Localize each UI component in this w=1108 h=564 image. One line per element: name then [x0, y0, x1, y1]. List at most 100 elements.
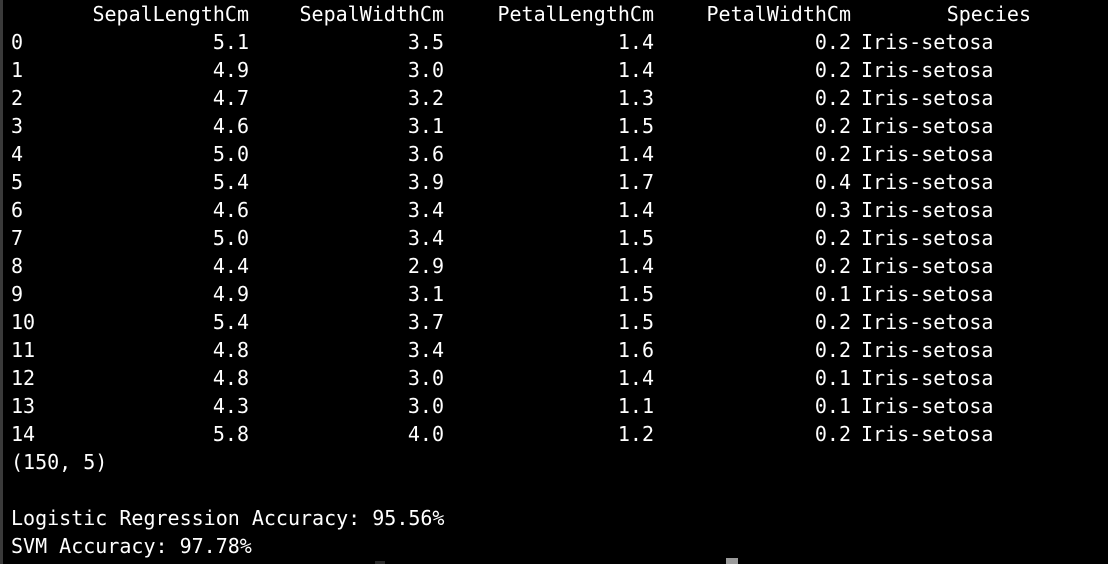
cell-sepal-length: 4.6 — [212, 198, 249, 222]
row-index: 6 — [11, 198, 24, 222]
cell-petal-length: 1.3 — [617, 86, 654, 110]
cell-sepal-length: 5.4 — [212, 310, 249, 334]
cell-petal-length: 1.1 — [617, 394, 654, 418]
bottom-edge-mark — [375, 561, 385, 564]
row-index: 2 — [11, 86, 24, 110]
cell-sepal-width: 3.7 — [407, 310, 444, 334]
cell-species: Iris-setosa — [861, 226, 994, 250]
cell-sepal-width: 3.0 — [407, 366, 444, 390]
cell-petal-length: 1.2 — [617, 422, 654, 446]
table-row: 8 4.4 2.9 1.4 0.2 Iris-setosa — [11, 252, 1108, 280]
table-row: 3 4.6 3.1 1.5 0.2 Iris-setosa — [11, 112, 1108, 140]
cell-species: Iris-setosa — [861, 310, 994, 334]
cell-sepal-length: 4.3 — [212, 394, 249, 418]
cell-petal-width: 0.3 — [814, 198, 851, 222]
cell-sepal-length: 5.1 — [212, 30, 249, 54]
cell-petal-width: 0.2 — [814, 58, 851, 82]
cell-petal-length: 1.6 — [617, 338, 654, 362]
cell-petal-length: 1.4 — [617, 30, 654, 54]
cell-species: Iris-setosa — [861, 198, 994, 222]
cell-sepal-length: 4.8 — [212, 366, 249, 390]
cell-sepal-width: 3.1 — [407, 114, 444, 138]
cell-species: Iris-setosa — [861, 30, 994, 54]
cell-sepal-width: 2.9 — [407, 254, 444, 278]
cell-species: Iris-setosa — [861, 86, 994, 110]
cell-petal-length: 1.7 — [617, 170, 654, 194]
cell-petal-length: 1.4 — [617, 366, 654, 390]
cell-species: Iris-setosa — [861, 338, 994, 362]
cell-species: Iris-setosa — [861, 142, 994, 166]
row-index: 7 — [11, 226, 24, 250]
table-row: 13 4.3 3.0 1.1 0.1 Iris-setosa — [11, 392, 1108, 420]
cell-sepal-width: 4.0 — [407, 422, 444, 446]
table-row: 5 5.4 3.9 1.7 0.4 Iris-setosa — [11, 168, 1108, 196]
row-index: 11 — [11, 338, 36, 362]
cell-petal-width: 0.2 — [814, 254, 851, 278]
table-row: 6 4.6 3.4 1.4 0.3 Iris-setosa — [11, 196, 1108, 224]
logistic-regression-accuracy: Logistic Regression Accuracy: 95.56% — [11, 506, 445, 530]
cell-petal-width: 0.2 — [814, 86, 851, 110]
cell-petal-width: 0.2 — [814, 226, 851, 250]
terminal-cursor — [726, 558, 738, 564]
cell-petal-length: 1.5 — [617, 114, 654, 138]
cell-petal-width: 0.2 — [814, 30, 851, 54]
cell-petal-width: 0.2 — [814, 310, 851, 334]
cell-petal-width: 0.2 — [814, 142, 851, 166]
cell-sepal-width: 3.0 — [407, 394, 444, 418]
cell-species: Iris-setosa — [861, 422, 994, 446]
row-index: 14 — [11, 422, 36, 446]
row-index: 5 — [11, 170, 24, 194]
row-index: 4 — [11, 142, 24, 166]
cell-species: Iris-setosa — [861, 366, 994, 390]
table-row: 1 4.9 3.0 1.4 0.2 Iris-setosa — [11, 56, 1108, 84]
cell-petal-width: 0.2 — [814, 338, 851, 362]
table-row: 9 4.9 3.1 1.5 0.1 Iris-setosa — [11, 280, 1108, 308]
cell-species: Iris-setosa — [861, 394, 994, 418]
cell-species: Iris-setosa — [861, 282, 994, 306]
cell-sepal-width: 3.4 — [407, 198, 444, 222]
cell-petal-width: 0.1 — [814, 394, 851, 418]
cell-species: Iris-setosa — [861, 170, 994, 194]
cell-petal-length: 1.4 — [617, 58, 654, 82]
column-header-species: Species — [946, 2, 1031, 26]
cell-species: Iris-setosa — [861, 114, 994, 138]
cell-sepal-length: 4.9 — [212, 58, 249, 82]
cell-sepal-length: 5.4 — [212, 170, 249, 194]
cell-petal-length: 1.5 — [617, 310, 654, 334]
cell-sepal-width: 3.0 — [407, 58, 444, 82]
column-header-petal-length: PetalLengthCm — [497, 2, 654, 26]
row-index: 12 — [11, 366, 36, 390]
column-header-petal-width: PetalWidthCm — [706, 2, 852, 26]
table-row: 4 5.0 3.6 1.4 0.2 Iris-setosa — [11, 140, 1108, 168]
cell-petal-length: 1.5 — [617, 226, 654, 250]
column-header-sepal-width: SepalWidthCm — [299, 2, 445, 26]
cell-petal-length: 1.4 — [617, 198, 654, 222]
row-index: 0 — [11, 30, 24, 54]
table-row: 0 5.1 3.5 1.4 0.2 Iris-setosa — [11, 28, 1108, 56]
row-index: 10 — [11, 310, 36, 334]
terminal-output: SepalLengthCm SepalWidthCm PetalLengthCm… — [11, 0, 1108, 564]
cell-sepal-width: 3.2 — [407, 86, 444, 110]
cell-petal-width: 0.4 — [814, 170, 851, 194]
cell-sepal-width: 3.5 — [407, 30, 444, 54]
cell-sepal-length: 4.7 — [212, 86, 249, 110]
cell-sepal-length: 5.8 — [212, 422, 249, 446]
table-row: 12 4.8 3.0 1.4 0.1 Iris-setosa — [11, 364, 1108, 392]
cell-petal-length: 1.4 — [617, 254, 654, 278]
cell-sepal-length: 5.0 — [212, 226, 249, 250]
table-row: 14 5.8 4.0 1.2 0.2 Iris-setosa — [11, 420, 1108, 448]
cell-petal-width: 0.2 — [814, 114, 851, 138]
cell-petal-width: 0.1 — [814, 282, 851, 306]
row-index: 13 — [11, 394, 36, 418]
row-index: 8 — [11, 254, 24, 278]
table-header: SepalLengthCm SepalWidthCm PetalLengthCm… — [11, 0, 1108, 28]
shape-output: (150, 5) — [11, 450, 108, 474]
cell-species: Iris-setosa — [861, 58, 994, 82]
cell-petal-length: 1.5 — [617, 282, 654, 306]
table-row: 7 5.0 3.4 1.5 0.2 Iris-setosa — [11, 224, 1108, 252]
row-index: 1 — [11, 58, 24, 82]
svm-accuracy: SVM Accuracy: 97.78% — [11, 534, 252, 558]
table-row: 2 4.7 3.2 1.3 0.2 Iris-setosa — [11, 84, 1108, 112]
cell-sepal-width: 3.4 — [407, 226, 444, 250]
cell-sepal-width: 3.4 — [407, 338, 444, 362]
